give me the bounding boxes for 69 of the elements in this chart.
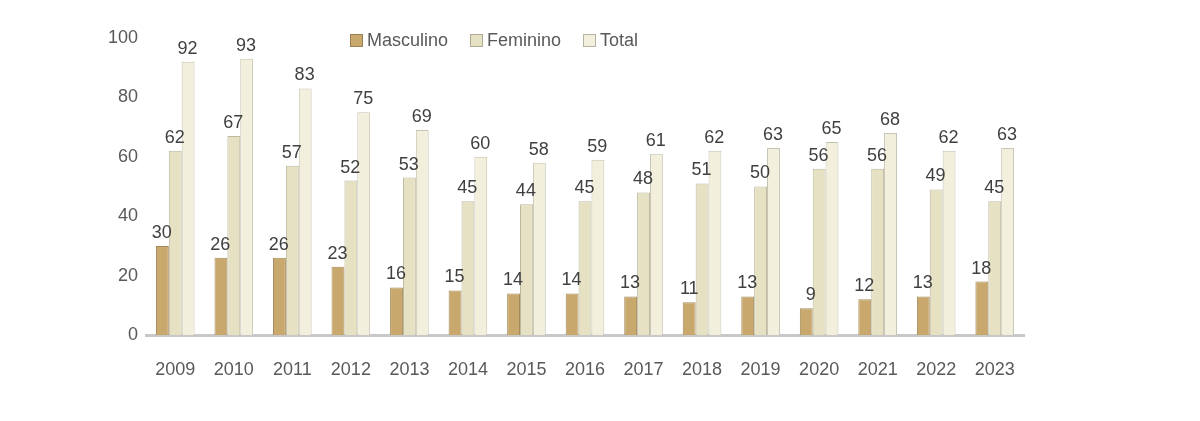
x-tick-label: 2020 [799,358,840,379]
x-tick-label: 2019 [740,358,781,379]
x-tick-label: 2009 [155,358,196,379]
x-tick-label: 2023 [974,358,1015,379]
data-label: 23 [327,242,348,263]
y-tick-label: 40 [117,205,138,226]
data-label: 26 [210,233,231,254]
y-tick-label: 100 [107,26,138,47]
data-label: 75 [353,88,374,109]
x-tick-label: 2016 [564,358,606,379]
data-label: 53 [398,153,419,174]
data-label: 26 [268,233,289,254]
data-label: 59 [587,135,608,156]
x-tick-label: 2017 [623,358,664,379]
data-label: 93 [236,34,257,55]
data-label: 14 [561,269,582,290]
data-label: 13 [912,272,933,293]
y-tick-label: 80 [117,86,138,107]
data-label: 67 [223,111,244,132]
data-label: 83 [294,64,315,85]
data-label: 63 [762,123,783,144]
data-label: 68 [879,109,900,130]
x-tick-label: 2013 [389,358,430,379]
data-label: 58 [528,138,549,159]
data-label: 65 [821,117,842,138]
data-label: 62 [938,126,959,147]
y-tick-label: 20 [117,264,138,285]
data-label: 13 [620,272,641,293]
data-label: 57 [281,141,302,162]
legend-label: Masculino [367,30,449,51]
data-label: 45 [574,177,595,198]
data-label: 16 [385,263,406,284]
data-label: 12 [854,275,875,296]
data-label: 49 [925,165,946,186]
x-tick-label: 2011 [272,358,312,379]
data-label: 69 [411,106,432,127]
data-label: 60 [470,132,491,153]
x-tick-label: 2012 [330,358,371,379]
legend-label: Total [600,30,639,51]
y-tick-label: 0 [127,323,138,344]
data-label: 13 [737,272,758,293]
legend-label: Feminino [487,30,562,51]
data-label: 44 [515,180,536,201]
data-label: 92 [177,37,198,58]
x-tick-label: 2018 [682,358,723,379]
data-label: 11 [679,278,699,299]
data-label: 18 [971,257,992,278]
data-label: 62 [704,126,725,147]
data-label: 48 [632,168,653,189]
data-label: 52 [340,156,361,177]
x-tick-label: 2010 [213,358,254,379]
x-tick-label: 2015 [506,358,547,379]
data-label: 14 [503,269,524,290]
y-tick-label: 60 [117,145,138,166]
data-label: 56 [867,144,888,165]
data-label: 30 [151,221,172,242]
data-label: 63 [997,123,1018,144]
data-label: 9 [805,284,816,305]
data-label: 61 [645,129,666,150]
data-label: 45 [457,177,478,198]
data-label: 50 [750,162,771,183]
data-label: 15 [444,266,465,287]
data-label: 45 [984,177,1005,198]
data-label: 56 [808,144,829,165]
x-tick-label: 2021 [857,358,898,379]
x-tick-label: 2022 [916,358,957,379]
data-label: 62 [164,126,185,147]
data-label: 51 [691,159,712,180]
x-tick-label: 2014 [447,358,488,379]
